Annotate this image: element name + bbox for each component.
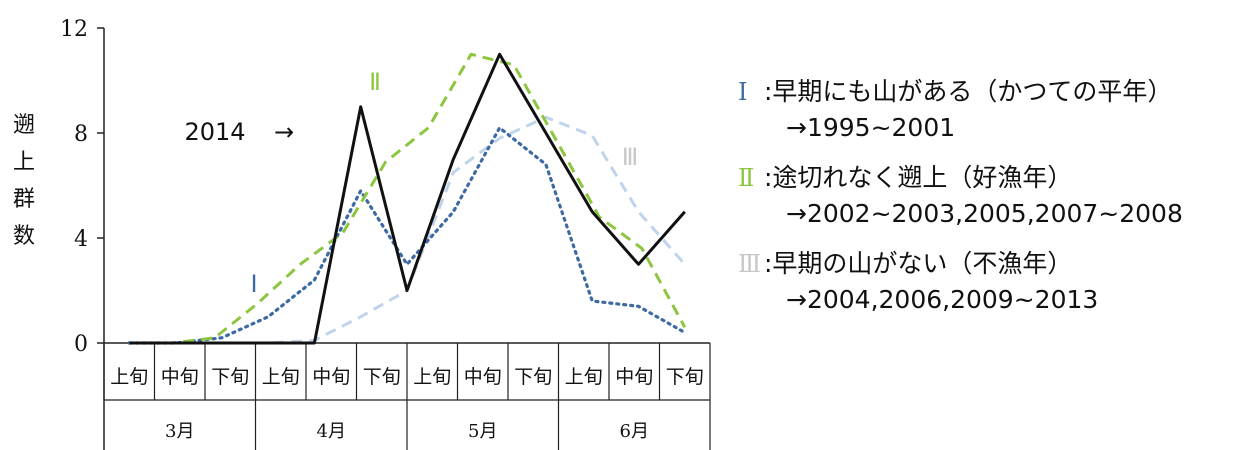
legend-entry-2: Ⅱ :途切れなく遡上（好漁年） →2002~2003,2005,2007~2008	[738, 160, 1238, 232]
annotation-2014: 2014	[184, 118, 245, 146]
legend-mark-3: Ⅲ	[738, 250, 762, 278]
x-tick-label: 下旬	[211, 366, 249, 388]
series-line-1	[127, 126, 687, 345]
x-tick-label: 下旬	[666, 366, 704, 388]
legend-mark-1: Ⅰ	[738, 78, 748, 106]
legend-text-3: :早期の山がない（不漁年）	[764, 249, 1073, 278]
y-tick-label-8: 8	[74, 122, 88, 147]
x-tick-label: 上旬	[110, 366, 148, 388]
y-tick-label-12: 12	[60, 17, 88, 42]
x-tick-label: 上旬	[413, 366, 451, 388]
series-line-4	[129, 52, 686, 345]
x-tick-label: 下旬	[363, 366, 401, 388]
annotation-mark-2: Ⅱ	[369, 68, 381, 96]
x-tick-label: 中旬	[312, 366, 350, 388]
y-axis-label-char: 群	[13, 187, 35, 212]
legend-text-1: :早期にも山がある（かつての平年）	[764, 77, 1173, 106]
x-tick-label: 中旬	[161, 366, 199, 388]
legend-mark-2: Ⅱ	[738, 164, 755, 192]
annotations: 2014 → Ⅰ Ⅱ Ⅲ	[184, 68, 638, 298]
annotation-mark-3: Ⅲ	[622, 143, 639, 171]
x-tick-label: 上旬	[565, 366, 603, 388]
legend: Ⅰ :早期にも山がある（かつての平年） →1995~2001 Ⅱ :途切れなく遡上（…	[738, 74, 1238, 332]
month-label-1: 3月	[165, 421, 194, 442]
y-axis-label-char: 上	[13, 150, 35, 175]
x-tick-label: 中旬	[615, 366, 653, 388]
month-label-3: 5月	[468, 421, 497, 442]
legend-entry-1: Ⅰ :早期にも山がある（かつての平年） →1995~2001	[738, 74, 1238, 146]
month-label-4: 6月	[620, 421, 649, 442]
series-line-3	[129, 115, 686, 345]
legend-text-2: :途切れなく遡上（好漁年）	[764, 163, 1073, 192]
legend-years-1: →1995~2001	[786, 113, 956, 142]
series-lines	[127, 52, 687, 345]
y-tick-label-0: 0	[74, 332, 88, 357]
legend-years-2: →2002~2003,2005,2007~2008	[786, 199, 1183, 228]
y-tick-label-4: 4	[74, 227, 88, 252]
y-axis-label-char: 遡	[13, 113, 35, 138]
series-line-2	[129, 52, 687, 345]
x-tick-label: 上旬	[262, 366, 300, 388]
month-label-2: 4月	[317, 421, 346, 442]
y-axis-label-char: 数	[13, 224, 35, 249]
annotation-mark-1: Ⅰ	[250, 270, 257, 298]
legend-entry-3: Ⅲ:早期の山がない（不漁年） →2004,2006,2009~2013	[738, 246, 1238, 318]
x-tick-label: 下旬	[514, 366, 552, 388]
x-tick-label: 中旬	[464, 366, 502, 388]
legend-years-3: →2004,2006,2009~2013	[786, 285, 1099, 314]
annotation-arrow: →	[274, 118, 294, 146]
